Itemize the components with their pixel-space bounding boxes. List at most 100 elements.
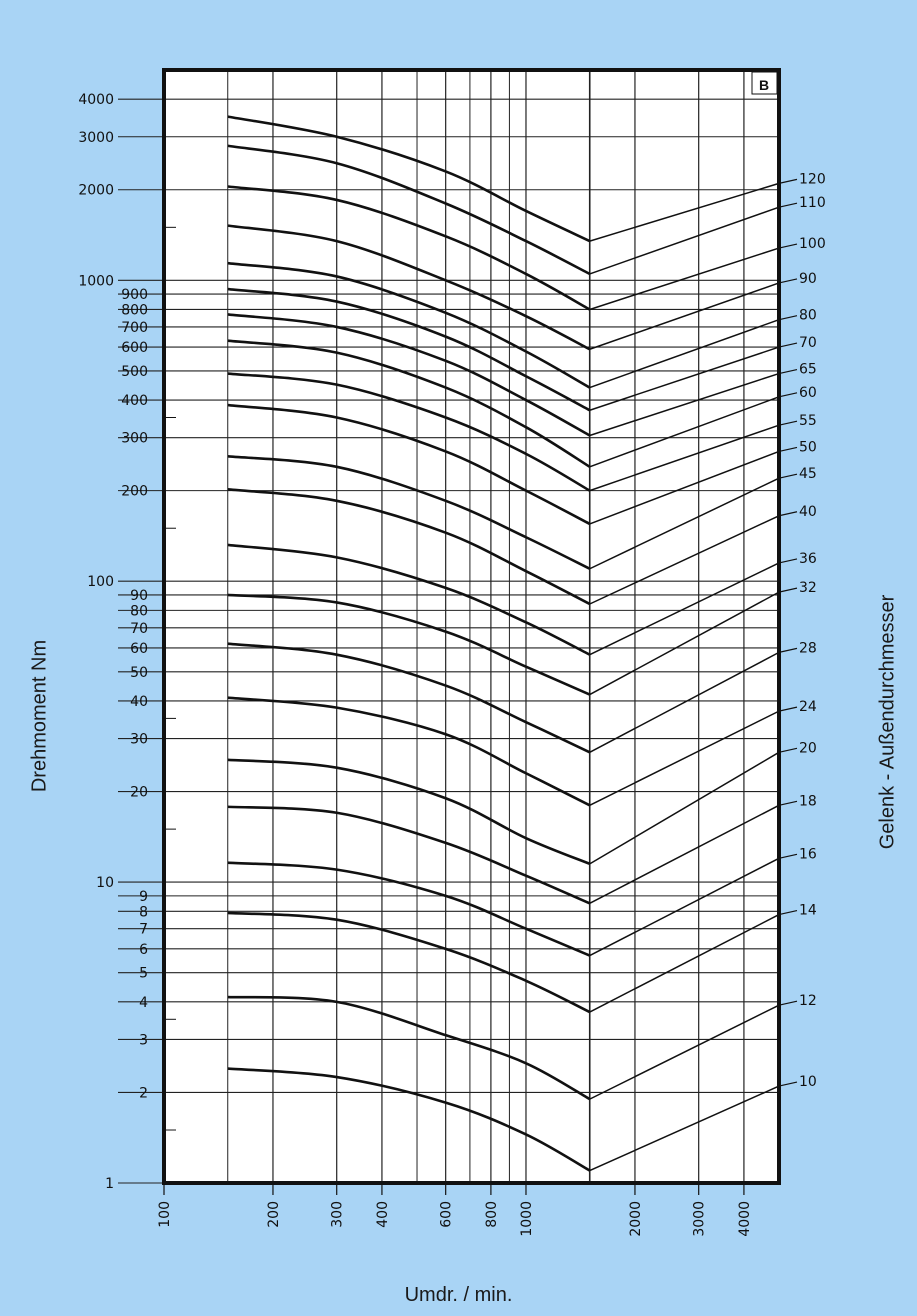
series-curve-18: [227, 805, 591, 905]
series-label-leader: [778, 473, 798, 479]
series-label-leader: [778, 747, 798, 753]
y-tick-label: 4: [139, 995, 148, 1011]
series-curve-40: [227, 488, 591, 606]
series-label-55: 55: [799, 413, 817, 429]
series-line-90: [589, 282, 780, 350]
series-line-45: [589, 477, 780, 570]
series-line-55: [589, 424, 780, 492]
series-label-10: 10: [799, 1074, 817, 1090]
y-tick-label: 3: [139, 1032, 148, 1048]
series-label-leader: [778, 706, 798, 712]
series-label-90: 90: [799, 271, 817, 287]
y-tick-label: 5: [139, 966, 148, 982]
series-label-leader: [778, 202, 798, 208]
y-tick-label: 3000: [78, 130, 114, 146]
series-label-leader: [778, 392, 798, 398]
series-curve-20: [227, 758, 591, 866]
y-tick-label: 10: [96, 875, 114, 891]
y-tick-label: 9: [139, 889, 148, 905]
series-line-14: [589, 913, 780, 1013]
series-label-leader: [778, 853, 798, 859]
series-label-leader: [778, 800, 798, 806]
series-curve-45: [227, 455, 591, 570]
series-curve-110: [227, 144, 591, 276]
y-tick-label: 80: [130, 603, 148, 619]
y-tick-label: 8: [139, 904, 148, 920]
x-tick-label: 300: [330, 1201, 346, 1228]
series-curve-120: [227, 115, 591, 243]
x-tick-label: 1000: [519, 1201, 535, 1237]
y-tick-label: 900: [121, 287, 148, 303]
series-line-10: [589, 1085, 780, 1172]
series-label-leader: [778, 587, 798, 593]
series-curve-32: [227, 593, 591, 696]
y-tick-label: 6: [139, 942, 148, 958]
series-line-12: [589, 1004, 780, 1100]
series-curve-70: [227, 287, 591, 412]
x-tick-label: 4000: [737, 1201, 753, 1237]
series-curve-50: [227, 403, 591, 526]
series-line-65: [589, 372, 780, 437]
series-label-45: 45: [799, 466, 817, 482]
y-tick-label: 30: [130, 732, 148, 748]
series-label-70: 70: [799, 335, 817, 351]
series-label-40: 40: [799, 504, 817, 520]
series-line-24: [589, 710, 780, 806]
series-label-14: 14: [799, 903, 817, 919]
y-tick-label: 70: [130, 621, 148, 637]
series-curve-14: [227, 911, 591, 1014]
series-curve-60: [227, 339, 591, 468]
series-line-120: [589, 182, 780, 242]
x-tick-label: 800: [484, 1201, 500, 1228]
series-label-leader: [778, 647, 798, 653]
y-tick-label: 1000: [78, 273, 114, 289]
y-tick-label: 1: [105, 1176, 114, 1192]
plot-background: [164, 70, 779, 1183]
series-label-12: 12: [799, 993, 817, 1009]
series-line-36: [589, 562, 780, 656]
series-line-100: [589, 247, 780, 311]
y-tick-label: 700: [121, 320, 148, 336]
series-curve-65: [227, 313, 591, 437]
y-axis-title: Drehmoment Nm: [28, 639, 51, 793]
panel-label: B: [759, 77, 769, 93]
series-label-110: 110: [799, 195, 826, 211]
x-tick-label: 2000: [628, 1201, 644, 1237]
series-line-16: [589, 857, 780, 957]
x-tick-label: 200: [266, 1201, 282, 1228]
series-line-28: [589, 651, 780, 753]
x-axis-title: Umdr. / min.: [404, 1284, 513, 1306]
plot-frame: [162, 68, 781, 1185]
x-tick-label: 3000: [692, 1201, 708, 1237]
series-label-24: 24: [799, 699, 817, 715]
right-axis-title: Gelenk - Außendurchmesser: [876, 594, 899, 850]
series-label-leader: [778, 446, 798, 453]
series-line-50: [589, 450, 780, 525]
series-curve-24: [227, 696, 591, 807]
series-label-65: 65: [799, 362, 817, 378]
series-label-leader: [778, 420, 798, 426]
panel-label-box: B: [751, 71, 778, 95]
y-tick-label: 50: [130, 665, 148, 681]
y-tick-label: 7: [139, 922, 148, 938]
series-line-20: [589, 751, 780, 865]
series-label-32: 32: [799, 580, 817, 596]
series-line-60: [589, 396, 780, 468]
y-tick-label: 600: [121, 340, 148, 356]
y-tick-label: 20: [130, 785, 148, 801]
series-line-110: [589, 206, 780, 275]
y-tick-label: 90: [130, 588, 148, 604]
series-label-120: 120: [799, 171, 826, 187]
series-label-50: 50: [799, 439, 817, 455]
y-tick-label: 200: [121, 484, 148, 500]
y-tick-label: 300: [121, 431, 148, 447]
y-tick-label: 40: [130, 694, 148, 710]
series-line-80: [589, 318, 780, 389]
series-curve-36: [227, 543, 591, 656]
series-label-28: 28: [799, 640, 817, 656]
y-tick-label: 400: [121, 393, 148, 409]
series-label-leader: [778, 315, 798, 321]
x-tick-label: 100: [157, 1201, 173, 1228]
x-tick-label: 400: [375, 1201, 391, 1228]
